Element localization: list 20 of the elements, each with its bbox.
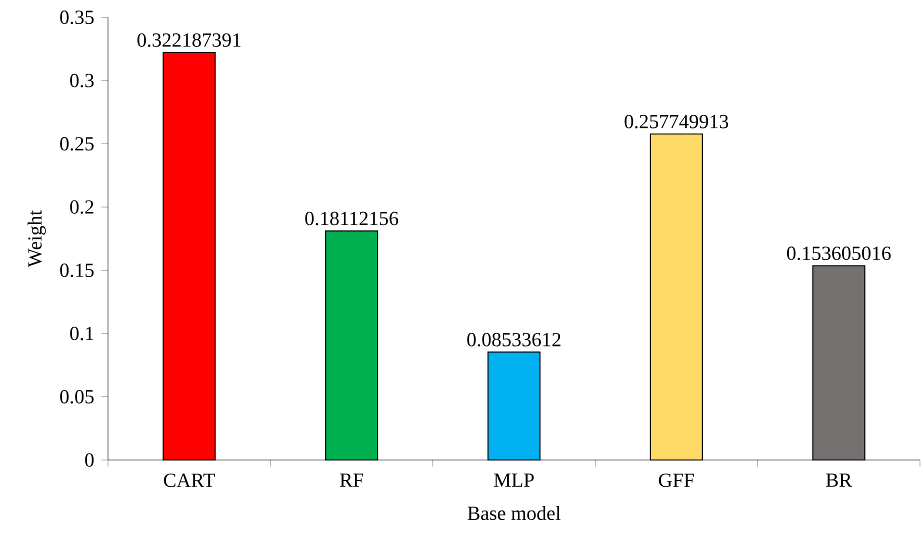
x-axis-title: Base model [468, 506, 561, 520]
y-tick-label: 0.1 [70, 326, 94, 340]
x-tick-label: MLP [494, 474, 534, 487]
x-tick-label: GFF [658, 474, 694, 488]
x-tick-label: RF [340, 474, 364, 487]
data-label: 0.153605016 [787, 246, 891, 260]
y-tick-label: 0.15 [60, 263, 94, 278]
data-label: 0.08533612 [467, 332, 560, 346]
y-tick-label: 0.35 [60, 10, 94, 24]
y-tick-label: 0 [85, 453, 94, 467]
y-tick-label: 0.2 [70, 200, 94, 214]
data-label: 0.18112156 [305, 212, 398, 226]
y-tick-label: 0.25 [60, 137, 94, 151]
x-tick-label: CART [164, 474, 215, 488]
y-axis-title: Weight [28, 210, 46, 268]
x-tick-label: BR [826, 474, 852, 487]
y-tick-label: 0.05 [60, 390, 94, 404]
data-label: 0.322187391 [137, 33, 241, 47]
y-tick-label: 0.3 [70, 74, 94, 88]
data-label: 0.257749913 [624, 114, 728, 128]
